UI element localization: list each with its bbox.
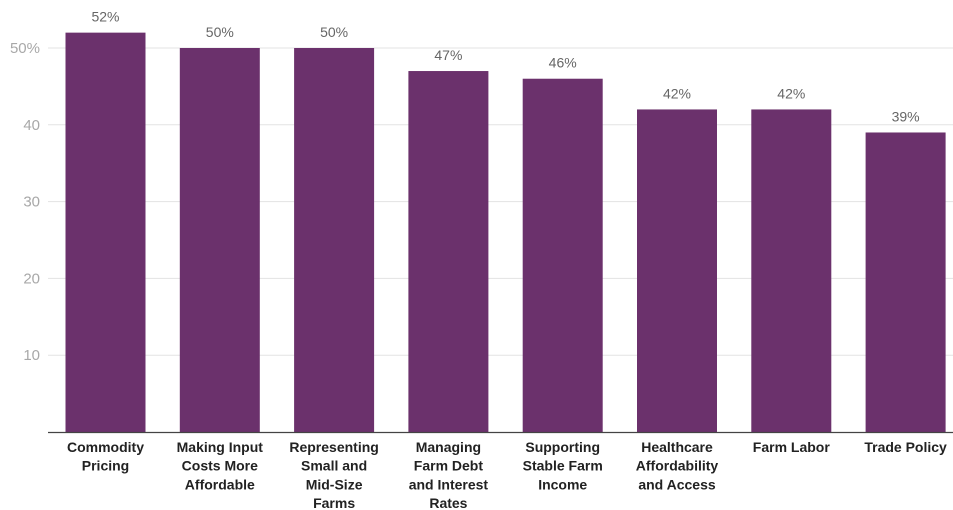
bar: [294, 48, 375, 432]
x-tick-label: Farm Labor: [753, 439, 831, 455]
bar: [408, 71, 489, 432]
x-tick-label: Trade Policy: [864, 439, 947, 455]
x-tick-label: Making Input Costs More Affordable: [177, 439, 264, 492]
data-labels: 52% 50% 50% 47% 46% 42% 42% 39%: [91, 9, 919, 125]
data-label: 42%: [663, 85, 691, 101]
data-label: 42%: [777, 85, 805, 101]
x-tick-label: Supporting Stable Farm Income: [523, 439, 603, 492]
bar: [865, 132, 946, 433]
bars: [65, 32, 946, 433]
y-tick-label: 40: [23, 117, 40, 134]
y-tick-label: 30: [23, 194, 40, 211]
x-axis-category-labels: Commodity Pricing Making Input Costs More Af…: [67, 439, 947, 510]
x-tick-label: Representing Small and Mid-Size Farms: [289, 439, 378, 510]
data-label: 52%: [91, 9, 119, 25]
x-tick-label: Managing Farm Debt and Interest Rates: [409, 439, 489, 510]
bar: [751, 109, 832, 432]
y-axis-tick-labels: 10 20 30 40 50%: [10, 40, 40, 364]
data-label: 50%: [206, 24, 234, 40]
y-tick-label: 20: [23, 270, 40, 287]
bar: [637, 109, 717, 432]
data-label: 47%: [434, 47, 462, 63]
data-label: 39%: [892, 108, 920, 124]
y-tick-label: 50%: [10, 40, 40, 57]
data-label: 46%: [549, 55, 577, 71]
x-tick-label: Healthcare Affordability and Access: [636, 439, 719, 492]
y-tick-label: 10: [23, 347, 40, 364]
x-tick-label: Commodity Pricing: [67, 439, 144, 474]
data-label: 50%: [320, 24, 348, 40]
bar: [179, 48, 260, 432]
bar: [65, 32, 146, 432]
bar: [522, 78, 603, 432]
